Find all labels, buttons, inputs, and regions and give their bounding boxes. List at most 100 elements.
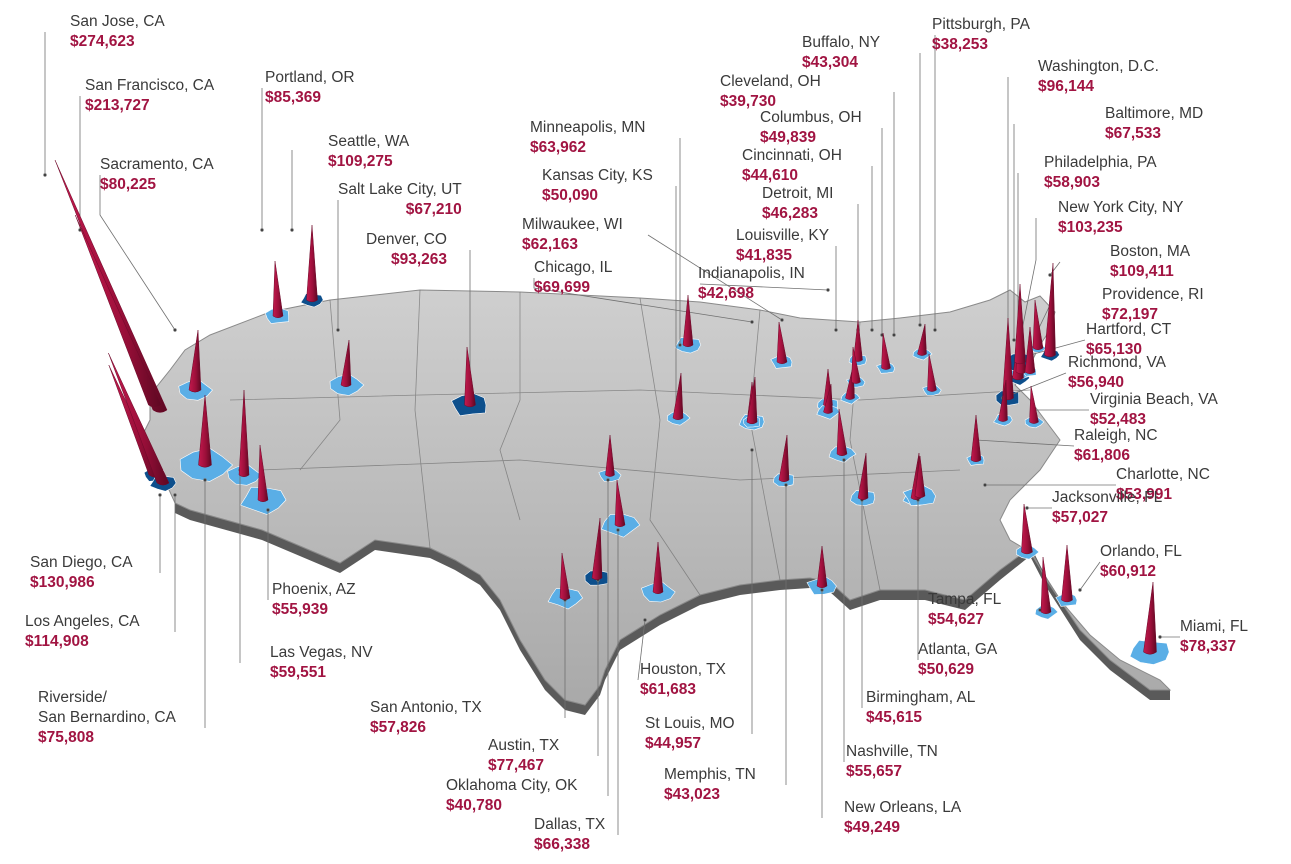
metro-name: Pittsburgh, PA xyxy=(932,16,1030,33)
state-lines xyxy=(229,289,1031,596)
spike-kansas-city-ks xyxy=(672,372,684,420)
leader-boston-ma xyxy=(1049,261,1061,276)
leader-dot xyxy=(842,458,846,462)
label-phoenix-az: Phoenix, AZ $55,939 xyxy=(272,580,356,620)
metro-name: Atlanta, GA xyxy=(918,641,998,658)
spike-houston-tx xyxy=(652,541,664,594)
metro-value: $49,249 xyxy=(844,819,901,836)
spike-riverside-san-bernardino-ca xyxy=(198,394,212,468)
metro-value: $62,163 xyxy=(522,236,579,253)
metro-value: $49,839 xyxy=(760,129,817,146)
metro-name: Birmingham, AL xyxy=(866,689,976,706)
label-birmingham-al: Birmingham, AL $45,615 xyxy=(866,688,975,728)
leader-dot xyxy=(266,508,270,512)
label-salt-lake-city-ut: Salt Lake City, UT $67,210 xyxy=(338,180,462,220)
spike-minneapolis-mn xyxy=(682,294,694,347)
metro-name: Milwaukee, WI xyxy=(522,216,623,233)
metro-value: $45,615 xyxy=(866,709,923,726)
metro-value: $77,467 xyxy=(488,757,545,774)
metro-value: $38,253 xyxy=(932,36,989,53)
label-cleveland-oh: Cleveland, OH $39,730 xyxy=(720,72,821,112)
metro-value: $67,210 xyxy=(405,201,462,218)
metro-value: $50,090 xyxy=(542,187,599,204)
metro-value: $109,275 xyxy=(328,153,393,170)
metro-name: Indianapolis, IN xyxy=(698,265,805,282)
spike-virginia-beach-va xyxy=(1029,385,1039,424)
spike-boston-ma xyxy=(1044,262,1056,358)
label-austin-tx: Austin, TX $77,467 xyxy=(488,736,559,776)
spike-los-angeles-ca xyxy=(108,352,170,486)
metro-value: $59,551 xyxy=(270,664,327,681)
leader-dot xyxy=(784,483,788,487)
metro-name: Buffalo, NY xyxy=(802,34,881,51)
label-kansas-city-ks: Kansas City, KS $50,090 xyxy=(542,166,653,206)
metro-name: Memphis, TN xyxy=(664,766,756,783)
label-virginia-beach-va: Virginia Beach, VA $52,483 xyxy=(1090,390,1218,430)
leader-dot xyxy=(983,483,987,487)
leader-dot xyxy=(870,328,874,332)
metro-name: Baltimore, MD xyxy=(1105,105,1204,122)
label-raleigh-nc: Raleigh, NC $61,806 xyxy=(1074,426,1158,466)
leader-dot xyxy=(1158,635,1162,639)
metro-value: $274,623 xyxy=(70,33,135,50)
metro-value: $130,986 xyxy=(30,574,95,591)
label-indianapolis-in: Indianapolis, IN $42,698 xyxy=(698,264,805,304)
metro-name: Tampa, FL xyxy=(928,591,1002,608)
metro-name: Chicago, IL xyxy=(534,259,613,276)
spike-cleveland-oh xyxy=(881,332,891,370)
metro-name: Houston, TX xyxy=(640,661,726,678)
metro-value: $213,727 xyxy=(85,97,150,114)
label-tampa-fl: Tampa, FL $54,627 xyxy=(928,590,1001,630)
metro-name: Sacramento, CA xyxy=(100,156,214,173)
metro-value: $44,610 xyxy=(742,167,799,184)
metro-name: Washington, D.C. xyxy=(1038,58,1159,75)
metro-value: $69,699 xyxy=(534,279,591,296)
metro-value: $55,657 xyxy=(846,763,903,780)
leader-dot xyxy=(678,343,682,347)
metro-value: $58,903 xyxy=(1044,174,1101,191)
label-dallas-tx: Dallas, TX $66,338 xyxy=(534,815,605,855)
leader-sacramento-ca xyxy=(99,175,176,331)
label-minneapolis-mn: Minneapolis, MN $63,962 xyxy=(530,118,645,158)
leader-dot xyxy=(173,328,177,332)
metro-name: Providence, RI xyxy=(1102,286,1204,303)
leader-new-york-city-ny xyxy=(1019,218,1037,341)
metro-name: Detroit, MI xyxy=(762,185,834,202)
leader-dot xyxy=(826,288,830,292)
leader-dot xyxy=(43,173,47,177)
metro-name: Phoenix, AZ xyxy=(272,581,356,598)
metro-value: $39,730 xyxy=(720,93,777,110)
spike-birmingham-al xyxy=(857,452,869,500)
leader-dot xyxy=(616,528,620,532)
leader-dot xyxy=(750,448,754,452)
leader-dot xyxy=(290,228,294,232)
metro-name: Charlotte, NC xyxy=(1116,466,1210,483)
metro-name: Las Vegas, NV xyxy=(270,644,373,661)
metro-name: Miami, FL xyxy=(1180,618,1249,635)
metro-value: $46,283 xyxy=(762,205,819,222)
label-oklahoma-city-ok: Oklahoma City, OK $40,780 xyxy=(446,776,578,816)
metro-value: $114,908 xyxy=(25,633,89,650)
label-columbus-oh: Columbus, OH $49,839 xyxy=(760,108,862,148)
spike-hartford-ct xyxy=(1024,326,1036,374)
metro-value: $57,826 xyxy=(370,719,427,736)
leader-dot xyxy=(892,333,896,337)
label-charlotte-nc: Charlotte, NC $53,991 xyxy=(1116,465,1210,505)
metro-value: $55,939 xyxy=(272,601,329,618)
metro-name: Minneapolis, MN xyxy=(530,119,646,136)
spike-san-antonio-tx xyxy=(559,552,571,600)
metro-name: Nashville, TN xyxy=(846,743,938,760)
leader-dot xyxy=(643,618,647,622)
metro-name: Austin, TX xyxy=(488,737,560,754)
metro-value: $50,629 xyxy=(918,661,975,678)
label-pittsburgh-pa: Pittsburgh, PA $38,253 xyxy=(932,15,1030,55)
spike-providence-ri xyxy=(1032,299,1044,350)
spike-phoenix-az xyxy=(257,444,269,502)
metro-value: $43,023 xyxy=(664,786,721,803)
metro-value: $96,144 xyxy=(1038,78,1095,95)
metro-name: Oklahoma City, OK xyxy=(446,777,578,794)
label-richmond-va: Richmond, VA $56,940 xyxy=(1068,353,1166,393)
leader-houston-tx xyxy=(637,619,646,681)
spike-dallas-tx xyxy=(614,479,626,527)
